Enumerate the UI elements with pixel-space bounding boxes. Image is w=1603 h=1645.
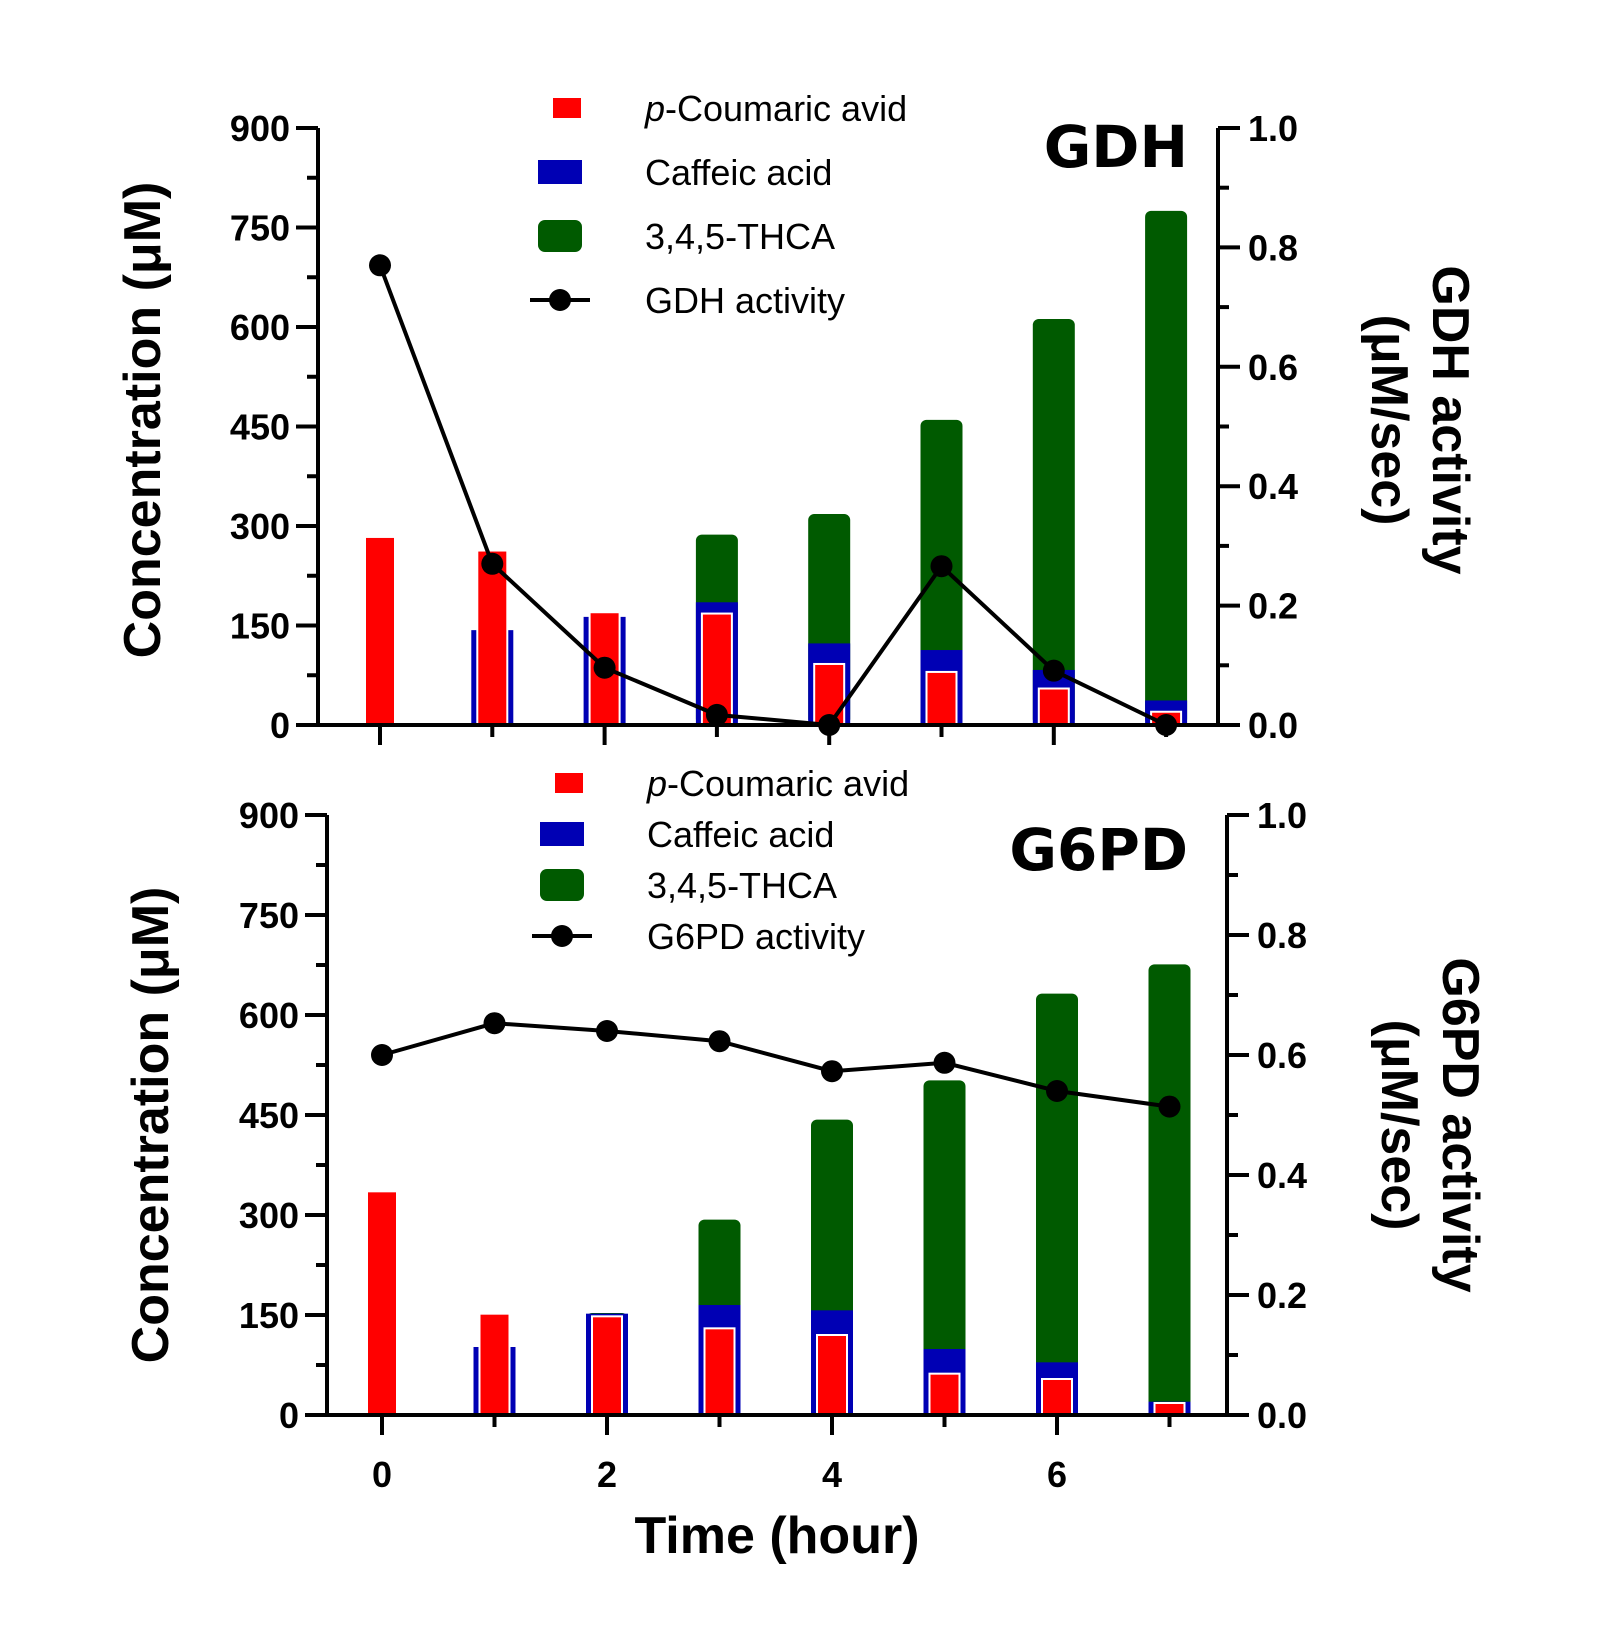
gdh-p-coumaric-bar [366,537,394,725]
gdh-left-tick-label: 750 [230,208,290,249]
gdh-left-tick-label: 0 [270,705,290,746]
gdh-activity-point [369,254,391,277]
g6pd-p-coumaric-bar [816,1334,848,1416]
g6pd-activity-point [483,1012,506,1035]
g6pd-left-tick-label: 900 [239,795,299,836]
gdh-legend-label-thca: 3,4,5-THCA [645,216,835,257]
gdh-legend-swatch-activity-dot [549,289,571,311]
g6pd-bars [368,964,1191,1417]
g6pd-left-tick-label: 150 [239,1295,299,1336]
g6pd-p-coumaric-bar [591,1315,623,1417]
g6pd-panel-title: G6PD [1009,816,1188,884]
gdh-thca-bar [1032,319,1075,725]
gdh-p-coumaric-bar [476,549,509,726]
gdh-activity-point [1155,714,1178,736]
g6pd-right-tick-label: 0.4 [1257,1155,1307,1196]
g6pd-p-coumaric-bar [703,1327,736,1417]
gdh-activity-point [481,552,504,575]
gdh-right-tick-label: 0.2 [1248,586,1298,627]
gdh-right-tick-label: 0.8 [1248,227,1298,268]
gdh-activity-point [705,703,728,726]
gdh-right-tick-label: 0.6 [1248,347,1298,388]
g6pd-right-axis-title-line1: G6PD activity [1431,957,1489,1292]
g6pd-p-coumaric-bar [928,1372,961,1416]
g6pd-left-axis-title: Concentration (μM) [122,887,180,1364]
g6pd-activity-line [371,1012,1181,1118]
gdh-legend-label-p-coumaric: p-Coumaric avid [644,88,907,129]
g6pd-p-coumaric-bar [478,1312,511,1416]
x-axis-title: Time (hour) [634,1507,919,1565]
gdh-right-axis-title-line2: (μM/sec) [1360,315,1418,526]
gdh-legend: p-Coumaric avid Caffeic acid 3,4,5-THCA GDH… [530,88,907,321]
g6pd-activity-point [821,1060,843,1083]
g6pd-right-tick-label: 0.8 [1257,915,1307,956]
gdh-right-axis-title-line1: GDH activity [1421,265,1479,574]
gdh-right-tick-label: 0.4 [1248,466,1298,507]
g6pd-legend: p-Coumaric avid Caffeic acid 3,4,5-THCA G6P… [532,763,909,957]
g6pd-activity-point [1158,1095,1181,1118]
x-tick-label: 4 [822,1454,842,1495]
g6pd-panel: 0 150 300 450 600 750 900 0.0 0.2 0.4 0.6 0.8 1.0 0 2 4… [122,763,1489,1495]
x-tick-label: 2 [597,1454,617,1495]
gdh-activity-point [930,555,953,578]
gdh-left-tick-label: 150 [230,606,290,647]
g6pd-legend-label-caffeic: Caffeic acid [647,814,834,855]
g6pd-thca-bar [923,1080,966,1415]
gdh-left-tick-label: 900 [230,108,290,149]
gdh-left-tick-label: 300 [230,506,290,547]
gdh-activity-line [369,254,1178,736]
gdh-legend-swatch-p-coumaric [553,98,581,118]
g6pd-right-axis-title-line2: (μM/sec) [1370,1020,1428,1231]
g6pd-legend-label-activity: G6PD activity [647,916,865,957]
gdh-left-tick-label: 450 [230,407,290,448]
gdh-activity-polyline [378,264,1167,728]
g6pd-activity-polyline [381,1021,1170,1109]
gdh-panel: 0 150 300 450 600 750 900 0.0 0.2 0.4 0.6 0.8 1.0 GD… [114,88,1479,746]
gdh-left-tick-label: 600 [230,307,290,348]
gdh-p-coumaric-bar [1037,687,1070,726]
gdh-axes: 0 150 300 450 600 750 900 0.0 0.2 0.4 0.6 0.8 1.0 [230,108,1298,746]
gdh-activity-point [593,656,616,679]
g6pd-activity-point [933,1051,956,1074]
g6pd-right-tick-label: 0.2 [1257,1275,1307,1316]
g6pd-left-tick-label: 450 [239,1095,299,1136]
gdh-activity-point [1042,659,1065,682]
gdh-left-axis-title: Concentration (μM) [114,182,172,659]
g6pd-p-coumaric-bar [368,1192,396,1415]
g6pd-right-tick-label: 0.0 [1257,1395,1307,1436]
x-tick-label: 0 [372,1454,392,1495]
gdh-p-coumaric-bar [925,670,958,727]
gdh-panel-title: GDH [1044,113,1188,181]
gdh-thca-bar [1145,210,1188,725]
g6pd-left-tick-label: 600 [239,995,299,1036]
g6pd-right-tick-label: 1.0 [1257,795,1307,836]
g6pd-axes: 0 150 300 450 600 750 900 0.0 0.2 0.4 0.6 0.8 1.0 0 2 4… [239,795,1307,1495]
gdh-legend-label-activity: GDH activity [645,280,845,321]
g6pd-legend-label-thca: 3,4,5-THCA [647,865,837,906]
g6pd-legend-swatch-activity-dot [551,925,573,947]
g6pd-thca-bar [1036,993,1078,1415]
g6pd-p-coumaric-bar [1041,1378,1073,1416]
gdh-right-tick-label: 0.0 [1248,705,1298,746]
gdh-legend-label-caffeic: Caffeic acid [645,152,832,193]
g6pd-activity-point [371,1044,393,1066]
g6pd-right-tick-label: 0.6 [1257,1035,1307,1076]
g6pd-legend-swatch-caffeic [540,822,584,846]
g6pd-left-tick-label: 300 [239,1195,299,1236]
g6pd-legend-swatch-thca [540,869,584,901]
g6pd-legend-swatch-p-coumaric [555,773,583,793]
g6pd-activity-point [708,1030,731,1053]
g6pd-activity-point [1046,1080,1068,1102]
g6pd-left-tick-label: 750 [239,895,299,936]
gdh-activity-point [818,714,841,736]
x-tick-label: 6 [1047,1454,1067,1495]
gdh-legend-swatch-thca [538,220,582,252]
gdh-legend-swatch-caffeic [538,160,582,184]
g6pd-thca-bar [1148,964,1191,1415]
g6pd-activity-point [596,1020,618,1042]
gdh-right-tick-label: 1.0 [1248,108,1298,149]
g6pd-left-tick-label: 0 [279,1395,299,1436]
g6pd-legend-label-p-coumaric: p-Coumaric avid [646,763,909,804]
